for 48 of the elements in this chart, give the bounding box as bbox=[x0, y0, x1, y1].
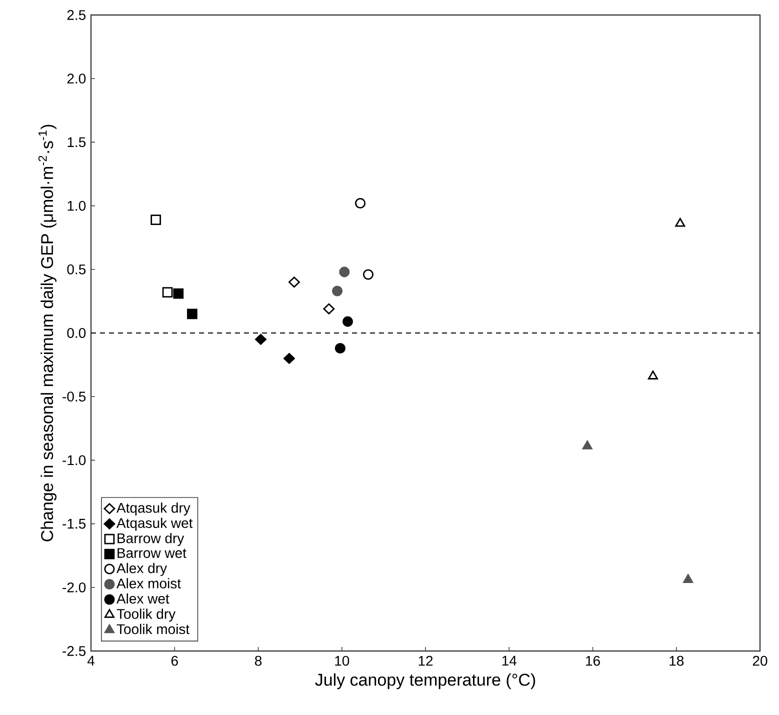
x-tick-label: 16 bbox=[586, 656, 600, 666]
y-tick-label: -2.0 bbox=[62, 582, 86, 592]
x-tick-label: 18 bbox=[670, 656, 684, 666]
legend-label: Atqasuk dry bbox=[116, 502, 190, 516]
y-tick-label: -1.5 bbox=[62, 518, 86, 529]
y-tick-label: 1.0 bbox=[68, 200, 86, 211]
x-axis-title: July canopy temperature (°C) bbox=[315, 673, 536, 690]
point bbox=[332, 286, 343, 296]
point bbox=[255, 334, 266, 345]
point bbox=[162, 287, 173, 298]
point bbox=[354, 198, 366, 209]
y-axis-title: Change in seasonal maximum daily GEP (μmol·m$^{-2}$·s$^{-1}$) bbox=[38, 124, 56, 542]
legend-label: Toolik dry bbox=[116, 608, 176, 622]
legend-label: Atqasuk wet bbox=[116, 518, 193, 531]
point bbox=[342, 316, 354, 327]
y-tick-label: -2.5 bbox=[62, 646, 86, 656]
y-tick-label: 2.0 bbox=[67, 74, 86, 84]
legend-label: Toolik moist bbox=[116, 624, 190, 634]
point bbox=[283, 352, 295, 364]
y-tick-label: 2.5 bbox=[67, 10, 86, 20]
y-tick-label: 0.0 bbox=[67, 328, 86, 338]
y-tick-label: 0.5 bbox=[67, 264, 86, 274]
point bbox=[187, 308, 198, 320]
y-tick-label: 1.5 bbox=[68, 137, 86, 148]
legend-label: Barrow wet bbox=[118, 548, 186, 558]
point bbox=[683, 574, 694, 583]
x-tick-label: 10 bbox=[335, 656, 350, 666]
point bbox=[339, 266, 350, 278]
y-tick-label: -1.0 bbox=[62, 455, 86, 466]
point bbox=[323, 303, 335, 314]
point bbox=[362, 269, 374, 280]
y-tick-label: -0.5 bbox=[62, 392, 86, 402]
point bbox=[288, 276, 300, 288]
legend-label: Alex moist bbox=[116, 578, 181, 588]
x-tick-label: 14 bbox=[502, 656, 517, 666]
x-tick-label: 6 bbox=[171, 656, 178, 666]
point bbox=[334, 342, 346, 354]
point bbox=[648, 370, 658, 380]
point bbox=[582, 440, 592, 450]
x-tick-label: 12 bbox=[418, 656, 433, 666]
x-tick-label: 20 bbox=[752, 656, 768, 666]
point bbox=[150, 214, 161, 225]
point bbox=[173, 288, 184, 299]
legend-label: Alex dry bbox=[116, 562, 167, 576]
x-tick-label: 8 bbox=[254, 656, 262, 666]
x-tick-label: 4 bbox=[87, 656, 94, 666]
legend-label: Barrow dry bbox=[118, 532, 184, 546]
legend-label: Alex wet bbox=[116, 593, 170, 604]
